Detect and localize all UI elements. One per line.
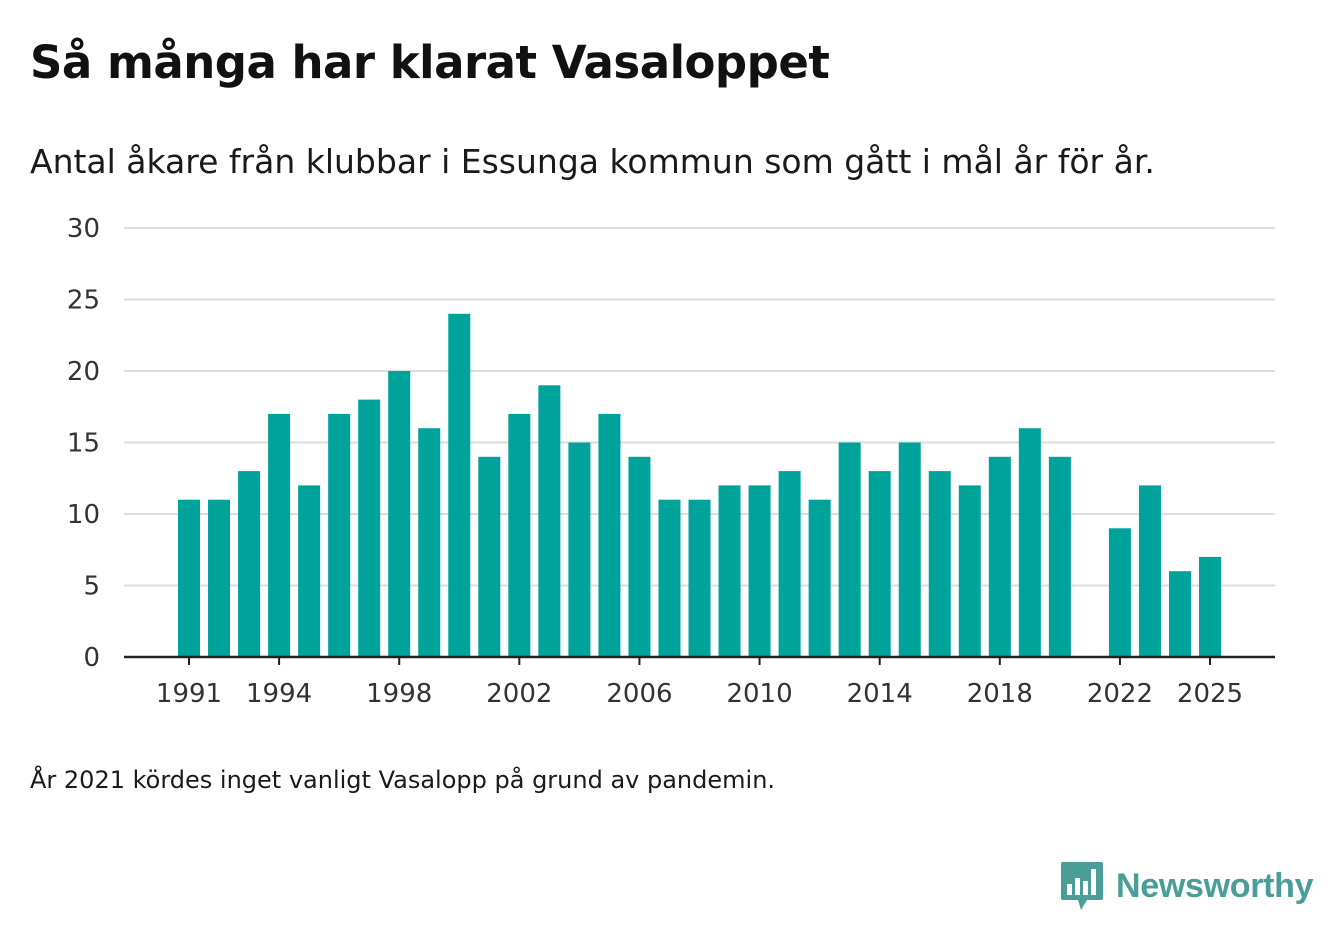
bar-1995 <box>298 485 321 657</box>
y-tick-label-25: 25 <box>67 286 100 316</box>
x-tick-label-2014: 2014 <box>847 679 913 709</box>
bar-2000 <box>448 313 471 657</box>
x-tick-label-1991: 1991 <box>156 679 222 709</box>
bar-2008 <box>688 499 711 657</box>
x-tick-label-2025: 2025 <box>1177 679 1243 709</box>
y-tick-label-10: 10 <box>67 500 100 530</box>
x-axis <box>124 655 1275 665</box>
bar-2019 <box>1018 428 1041 657</box>
x-tick-label-1994: 1994 <box>246 679 312 709</box>
bar-2001 <box>478 456 501 657</box>
bar-2002 <box>508 413 531 657</box>
y-tick-label-15: 15 <box>67 429 100 459</box>
bar-2017 <box>958 485 981 657</box>
bar-2005 <box>598 413 621 657</box>
logo-text: Newsworthy <box>1116 866 1314 905</box>
bars <box>178 313 1222 657</box>
y-tick-label-30: 30 <box>67 214 100 244</box>
bar-1996 <box>328 413 351 657</box>
x-tick-label-2022: 2022 <box>1087 679 1153 709</box>
x-tick-label-2018: 2018 <box>967 679 1033 709</box>
bar-2012 <box>808 499 831 657</box>
bar-1994 <box>268 413 291 657</box>
bar-2018 <box>988 456 1011 657</box>
bar-1993 <box>238 471 261 657</box>
bar-1991 <box>178 499 200 657</box>
x-tick-label-2010: 2010 <box>726 679 792 709</box>
newsworthy-chart-icon <box>1061 862 1103 910</box>
bar-2007 <box>658 499 681 657</box>
bar-1992 <box>208 499 231 657</box>
bar-2003 <box>538 385 561 657</box>
bar-2016 <box>928 471 951 657</box>
bar-2020 <box>1048 456 1071 657</box>
newsworthy-logo: Newsworthy <box>1060 860 1314 912</box>
x-tick-label-1998: 1998 <box>366 679 432 709</box>
y-axis-tick-labels: 0 5 10 15 20 25 30 <box>67 214 100 673</box>
bar-1997 <box>358 399 381 657</box>
x-tick-label-2006: 2006 <box>606 679 672 709</box>
bar-2006 <box>628 456 651 657</box>
bar-2025 <box>1199 556 1222 657</box>
x-tick-label-2002: 2002 <box>486 679 552 709</box>
bar-1999 <box>418 428 441 657</box>
bar-2014 <box>868 471 891 657</box>
bar-2013 <box>838 442 861 657</box>
x-axis-tick-labels: 1991 1994 1998 2002 2006 2010 2014 2018 2022 2025 <box>156 679 1243 709</box>
y-tick-label-0: 0 <box>83 643 100 673</box>
bar-2015 <box>898 442 921 657</box>
bar-2010 <box>748 485 771 657</box>
y-tick-label-5: 5 <box>83 572 100 602</box>
footnote: År 2021 kördes inget vanligt Vasalopp på… <box>30 766 776 794</box>
bar-2004 <box>568 442 591 657</box>
bar-1998 <box>388 371 411 657</box>
chart-subtitle: Antal åkare från klubbar i Essunga kommu… <box>30 142 1155 181</box>
bar-2011 <box>778 471 801 657</box>
bar-2022 <box>1108 528 1131 657</box>
bar-2023 <box>1138 485 1161 657</box>
bar-2024 <box>1168 571 1191 657</box>
y-tick-label-20: 20 <box>67 357 100 387</box>
bar-2009 <box>718 485 741 657</box>
chart-title: Så många har klarat Vasaloppet <box>30 36 830 89</box>
